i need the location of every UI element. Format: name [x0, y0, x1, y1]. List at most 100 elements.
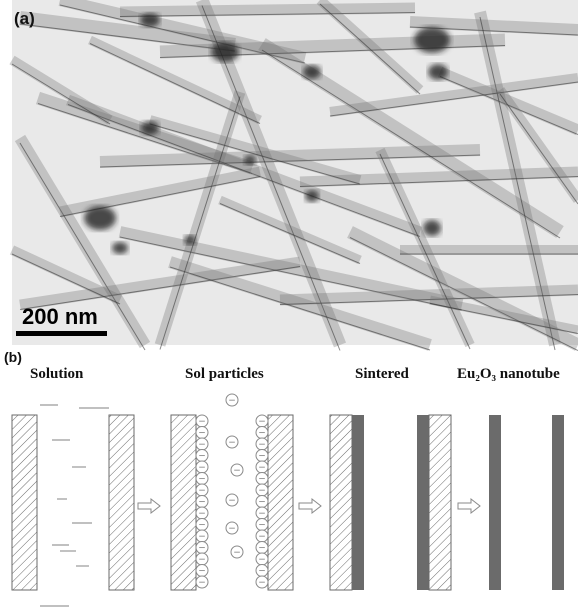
sol-particle-circle: [255, 575, 269, 589]
particle-cluster: [112, 242, 128, 254]
nanotube-wall: [489, 415, 501, 590]
nanotube-ribbon: [119, 2, 416, 18]
nanotube-ribbon: [437, 66, 578, 136]
sol-particle: −: [255, 518, 269, 531]
negative-charge-symbol: −: [258, 475, 266, 485]
negative-charge-symbol: −: [258, 532, 266, 542]
nanotube-ribbon-edge: [11, 253, 121, 305]
nanotube-ribbon: [19, 256, 301, 311]
sol-particle: −: [195, 460, 209, 474]
nanotube-ribbon-edge: [19, 23, 236, 52]
sol-particle-circle: [230, 545, 244, 559]
sol-particle: −: [195, 495, 209, 508]
nanotube-ribbon-edge: [319, 3, 421, 95]
stage-nanotube: [489, 415, 564, 590]
particle-cluster: [303, 65, 321, 79]
nanotube-ribbon: [409, 16, 578, 36]
particle-cluster: [423, 220, 441, 236]
sol-particle: −: [195, 483, 209, 497]
nanotube-ribbon-edge: [119, 236, 463, 311]
sol-particle: −: [195, 564, 209, 577]
negative-charge-symbol: −: [198, 544, 206, 554]
nanotube-ribbon-edge: [499, 93, 578, 205]
particle-cluster: [140, 13, 160, 27]
negative-charge-symbol: −: [228, 496, 236, 506]
process-arrows: [137, 497, 481, 515]
nanotube-ribbon: [495, 87, 578, 203]
nanotube-ribbon-edge: [159, 96, 241, 350]
sol-particle: −: [255, 449, 269, 462]
sol-particle: −: [195, 506, 209, 520]
negative-charge-symbol: −: [198, 555, 206, 565]
particle-cluster: [414, 27, 450, 53]
negative-charge-symbol: −: [258, 417, 266, 427]
sol-particle: −: [255, 529, 269, 543]
nanotube-ribbon: [429, 295, 578, 335]
negative-charge-symbol: −: [198, 486, 206, 496]
nanotube-ribbon: [66, 94, 422, 238]
sol-particle-circle: [195, 575, 209, 589]
particle-cluster: [141, 121, 159, 135]
nanotube-ribbon-edge: [99, 154, 481, 168]
negative-charge-symbol: −: [258, 440, 266, 450]
negative-charge-symbol: −: [198, 463, 206, 473]
sol-particle: −: [195, 541, 209, 554]
negative-charge-symbol: −: [228, 438, 236, 448]
sol-particle: −: [255, 541, 269, 554]
nanotube-ribbon-edge: [329, 81, 578, 117]
hollow-right-arrow-icon: [137, 497, 161, 515]
sol-particle: −: [225, 435, 239, 449]
nanotube-ribbon-edge: [349, 237, 578, 351]
sol-particle: −: [225, 393, 239, 407]
sol-particles: − −− −− −− −− −− −− −− −− −− −− −− −− −− −− −−−−−−−: [195, 393, 269, 589]
nanotube-ribbon: [148, 115, 362, 185]
negative-charge-symbol: −: [198, 578, 206, 588]
negative-charge-symbol: −: [258, 578, 266, 588]
stage-sol-particles: − −− −− −− −− −− −− −− −− −− −− −− −− −− −− −−−−−−−: [170, 393, 294, 591]
template-wall-hatched: [428, 414, 452, 591]
nanotube-ribbon-edge: [119, 12, 416, 17]
nanotube-ribbon: [99, 144, 481, 168]
particle-cluster: [428, 64, 448, 80]
sol-particle: −: [255, 437, 269, 451]
particle-cluster: [211, 42, 239, 62]
sol-particle: −: [255, 483, 269, 497]
sol-particle: −: [225, 521, 239, 535]
nanotube-ribbon-edge: [439, 76, 578, 135]
hollow-right-arrow-icon: [457, 497, 481, 515]
sol-particle: −: [255, 552, 269, 566]
negative-charge-symbol: −: [198, 567, 206, 577]
particle-cluster: [305, 190, 319, 202]
negative-charge-symbol: −: [258, 544, 266, 554]
negative-charge-symbol: −: [198, 452, 206, 462]
sol-particle: −: [195, 437, 209, 451]
nanotube-ribbon: [58, 0, 307, 64]
nanotube-ribbon-edge: [379, 153, 471, 350]
scale-bar: 200 nm: [16, 304, 107, 336]
negative-charge-symbol: −: [233, 548, 241, 558]
negative-charge-symbol: −: [258, 509, 266, 519]
nanotube-ribbon-edge: [149, 123, 361, 185]
nanotube-ribbon: [218, 195, 362, 265]
sol-particle-circle: [230, 463, 244, 477]
sol-particle: −: [195, 472, 209, 485]
nanotube-ribbon-edge: [89, 43, 261, 124]
negative-charge-symbol: −: [258, 463, 266, 473]
nanotube-ribbon: [9, 245, 123, 305]
nanotube-wall: [552, 415, 564, 590]
dark-particle-clusters: [84, 13, 450, 254]
negative-charge-symbol: −: [198, 498, 206, 508]
step-label-solution: Solution: [30, 366, 84, 382]
dissolved-species: [40, 404, 109, 607]
sol-particle: −: [255, 575, 269, 589]
nanotube-ribbon: [19, 11, 236, 52]
template-wall-hatched: [170, 414, 197, 591]
nanotube-ribbon-edge: [279, 294, 578, 305]
nanotube-ribbon: [118, 226, 464, 311]
sol-particle: −: [195, 529, 209, 543]
sol-particle: −: [255, 414, 269, 428]
sol-particle-circle: [225, 393, 239, 407]
negative-charge-symbol: −: [198, 509, 206, 519]
sol-particle-circle: [225, 435, 239, 449]
